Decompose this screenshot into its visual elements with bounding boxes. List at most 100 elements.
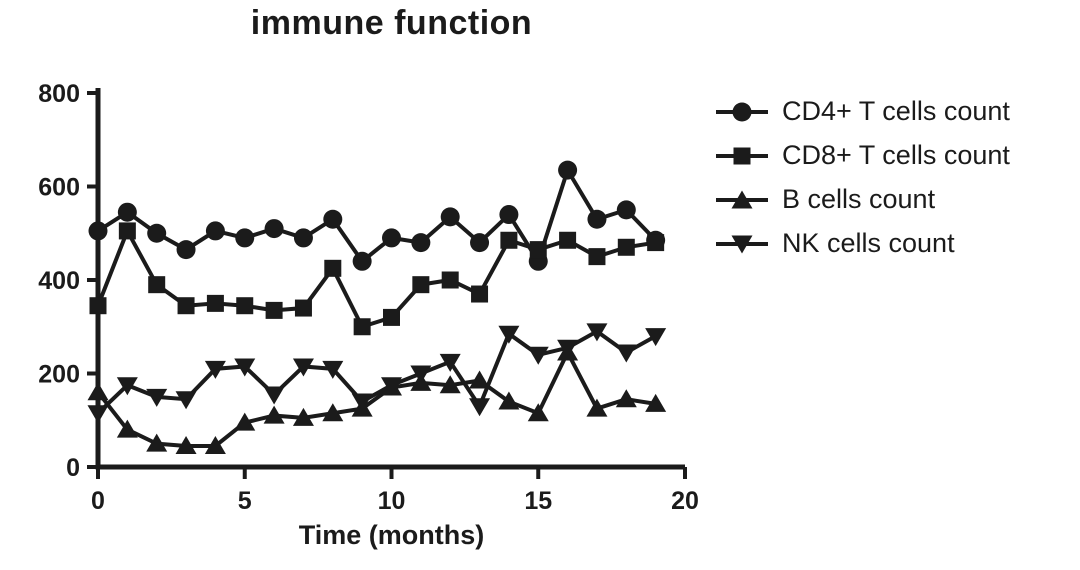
- legend-item-bcells: B cells count: [716, 184, 1010, 214]
- data-point-square: [118, 222, 136, 240]
- data-point-circle: [117, 202, 137, 222]
- data-point-circle: [293, 228, 313, 248]
- data-point-square: [559, 231, 577, 249]
- data-point-triangle-down: [527, 346, 549, 365]
- data-point-circle: [587, 209, 607, 229]
- data-point-triangle-up: [439, 375, 461, 394]
- data-point-triangle-up: [615, 389, 637, 408]
- x-tick-label: 20: [671, 487, 699, 515]
- data-point-circle: [440, 207, 460, 227]
- data-point-triangle-down: [439, 353, 461, 372]
- legend-item-nkcells: NK cells count: [716, 228, 1010, 258]
- data-point-circle: [411, 233, 431, 253]
- data-point-triangle-down: [469, 398, 491, 417]
- data-point-triangle-up: [586, 398, 608, 417]
- series-cd8: [89, 222, 665, 336]
- data-point-circle: [205, 221, 225, 241]
- data-point-circle: [616, 200, 636, 220]
- x-tick-label: 15: [524, 487, 552, 515]
- data-point-square: [529, 241, 547, 259]
- data-point-circle: [264, 219, 284, 239]
- data-point-triangle-up: [527, 403, 549, 422]
- data-point-square: [236, 297, 254, 315]
- data-point-square: [324, 259, 342, 277]
- data-point-square: [647, 234, 665, 252]
- legend-item-cd8: CD8+ T cells count: [716, 140, 1010, 170]
- data-point-circle: [147, 223, 167, 243]
- x-tick-label: 5: [238, 487, 252, 515]
- data-point-triangle-up: [263, 405, 285, 424]
- data-point-circle: [323, 209, 343, 229]
- x-tick-label: 0: [91, 487, 105, 515]
- data-point-square: [500, 231, 518, 249]
- y-axis-ticks: 0 200 400 600 800: [38, 80, 98, 482]
- legend-label-cd4: CD4+ T cells count: [782, 96, 1010, 126]
- data-point-triangle-down: [116, 377, 138, 396]
- data-point-triangle-up: [146, 433, 168, 452]
- legend-label-cd8: CD8+ T cells count: [782, 140, 1010, 170]
- data-point-square: [617, 238, 635, 256]
- data-point-square: [294, 299, 312, 317]
- data-point-triangle-down: [322, 360, 344, 379]
- series-nkcells: [87, 323, 667, 424]
- data-point-triangle-down: [381, 377, 402, 396]
- data-point-circle: [499, 205, 519, 225]
- data-point-circle: [558, 160, 578, 180]
- legend-marker-square-icon: [716, 147, 768, 164]
- data-point-square: [412, 276, 430, 294]
- chart-legend: CD4+ T cells count CD8+ T cells count B …: [716, 96, 1010, 258]
- data-point-triangle-down: [498, 325, 520, 344]
- data-point-square: [353, 318, 371, 336]
- y-tick-label: 0: [66, 454, 80, 482]
- chart-title: immune function: [250, 4, 533, 42]
- data-point-triangle-down: [557, 339, 579, 358]
- x-axis-ticks: 0 5 10 15 20: [91, 467, 699, 515]
- data-point-triangle-down: [292, 358, 314, 377]
- data-point-triangle-up: [116, 419, 138, 438]
- data-point-triangle-down: [645, 328, 667, 347]
- data-point-triangle-up: [322, 403, 344, 422]
- data-point-triangle-down: [204, 360, 226, 379]
- data-point-square: [206, 294, 224, 312]
- data-point-square: [588, 248, 606, 266]
- data-point-triangle-up: [498, 391, 520, 410]
- data-point-triangle-down: [146, 388, 168, 407]
- data-point-triangle-up: [645, 393, 667, 412]
- data-point-square: [441, 271, 459, 289]
- data-point-square: [148, 276, 166, 294]
- y-tick-label: 800: [38, 80, 80, 108]
- data-point-square: [383, 308, 400, 326]
- x-tick-label: 10: [378, 487, 406, 515]
- data-point-square: [471, 285, 489, 303]
- series-cd4: [88, 160, 666, 271]
- data-point-square: [265, 301, 283, 319]
- data-point-triangle-down: [87, 405, 109, 424]
- legend-marker-circle-icon: [716, 102, 768, 121]
- data-point-triangle-down: [175, 391, 197, 410]
- data-point-triangle-up: [469, 370, 491, 389]
- y-tick-label: 600: [38, 174, 80, 202]
- data-point-triangle-down: [410, 365, 432, 384]
- x-axis-title: Time (months): [298, 520, 485, 550]
- data-point-triangle-down: [351, 393, 373, 412]
- data-point-triangle-up: [175, 435, 197, 454]
- data-point-circle: [88, 221, 108, 241]
- data-point-circle: [235, 228, 255, 248]
- data-point-triangle-down: [586, 323, 608, 342]
- data-point-triangle-down: [615, 344, 637, 363]
- legend-label-nkcells: NK cells count: [782, 228, 955, 258]
- data-point-square: [177, 297, 195, 315]
- data-point-square: [89, 297, 107, 315]
- data-point-circle: [352, 251, 372, 271]
- y-tick-label: 200: [38, 361, 80, 389]
- legend-marker-triangle-down-icon: [716, 235, 768, 253]
- data-point-triangle-up: [292, 407, 314, 426]
- legend-label-bcells: B cells count: [782, 184, 936, 214]
- data-point-triangle-down: [234, 358, 256, 377]
- data-point-triangle-down: [263, 386, 285, 405]
- data-point-triangle-up: [87, 382, 109, 401]
- data-point-circle: [382, 228, 401, 248]
- y-tick-label: 400: [38, 267, 80, 295]
